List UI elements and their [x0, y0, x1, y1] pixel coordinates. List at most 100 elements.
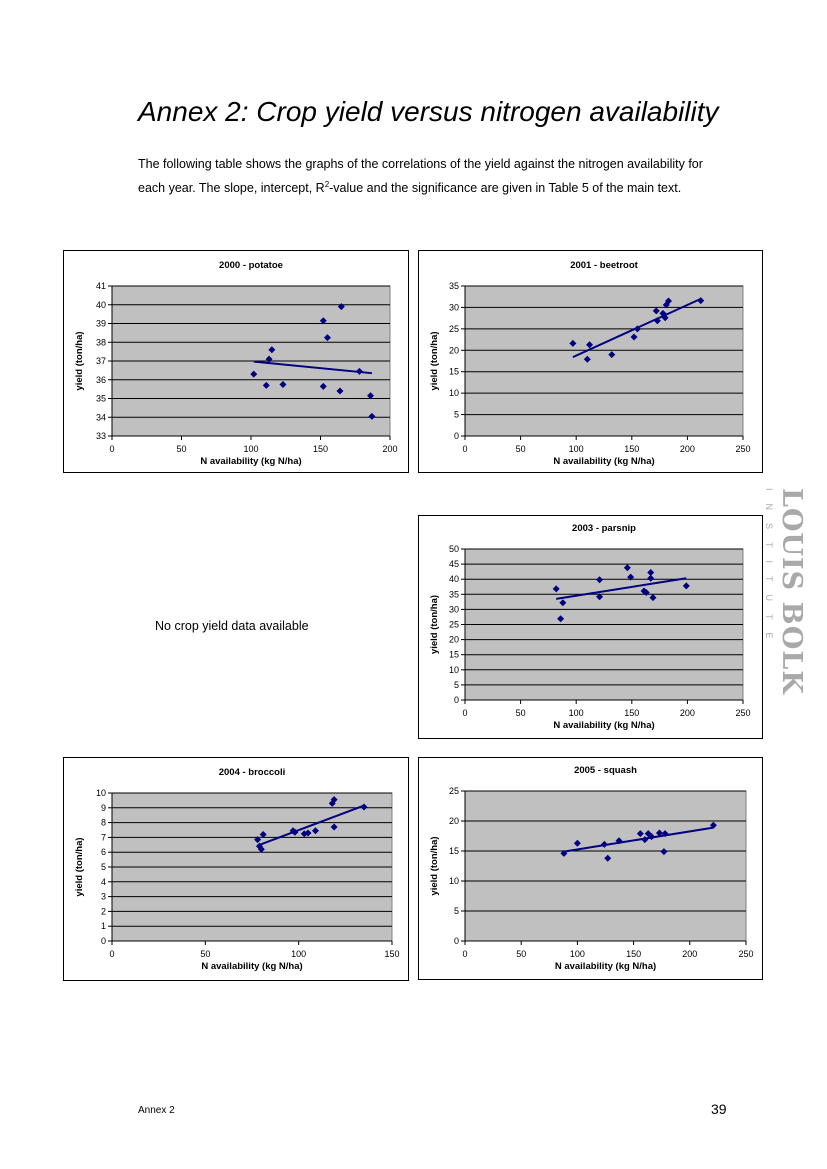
x-tick-label: 150 [624, 444, 639, 454]
y-tick-label: 15 [449, 367, 459, 377]
y-tick-label: 33 [96, 431, 106, 441]
data-point [600, 840, 608, 848]
chart-svg: 33 34 35 36 37 38 39 40 41 0 50 100 150 200 2000 - pot… [74, 260, 398, 467]
data-point [250, 370, 258, 378]
x-tick-label: 200 [680, 444, 695, 454]
y-tick-label: 38 [96, 337, 106, 347]
x-tick-label: 100 [569, 708, 584, 718]
intro-text-end: -value and the significance are given in… [329, 181, 682, 195]
data-point [661, 830, 669, 838]
y-tick-label: 34 [96, 412, 106, 422]
y-tick-label: 0 [454, 695, 459, 705]
trendline [253, 360, 373, 375]
data-point [633, 325, 641, 333]
y-axis-label: yield (ton/ha) [429, 595, 440, 654]
y-tick-label: 5 [454, 680, 459, 690]
data-point [644, 830, 652, 838]
x-tick-label: 0 [109, 444, 114, 454]
y-tick-label: 8 [101, 818, 106, 828]
y-tick-label: 41 [96, 281, 106, 291]
chart-title: 2005 - squash [574, 765, 637, 776]
y-axis-label: yield (ton/ha) [74, 331, 85, 390]
y-tick-label: 20 [449, 635, 459, 645]
y-tick-label: 10 [449, 665, 459, 675]
x-tick-label: 150 [384, 949, 399, 959]
data-point [640, 587, 648, 595]
x-tick-label: 250 [735, 708, 750, 718]
x-axis-label: N availability (kg N/ha) [553, 456, 654, 467]
x-tick-label: 200 [682, 949, 697, 959]
y-tick-label: 0 [454, 431, 459, 441]
x-tick-label: 250 [735, 444, 750, 454]
chart-title: 2001 - beetroot [570, 260, 638, 271]
x-tick-label: 150 [626, 949, 641, 959]
data-point [709, 821, 717, 829]
y-tick-label: 0 [101, 936, 106, 946]
y-tick-label: 36 [96, 375, 106, 385]
x-tick-label: 50 [516, 708, 526, 718]
data-point [647, 574, 655, 582]
y-tick-label: 40 [96, 300, 106, 310]
data-point [647, 569, 655, 577]
data-point [257, 845, 265, 853]
no-data-message: No crop yield data available [155, 619, 309, 633]
x-tick-label: 0 [462, 708, 467, 718]
chart-svg: 0 5 10 15 20 25 30 35 40 45 50 0 50 100 150 200 250 2003 … [429, 523, 751, 731]
y-tick-label: 2 [101, 906, 106, 916]
y-tick-label: 10 [449, 876, 459, 886]
x-tick-label: 50 [516, 444, 526, 454]
chart-2004-broccoli: 0 1 2 3 4 5 6 7 8 9 10 0 50 100 150 2004 - broccoli N av… [63, 757, 409, 981]
data-point [627, 573, 635, 581]
plot-area [464, 285, 744, 437]
y-tick-label: 4 [101, 877, 106, 887]
y-tick-label: 25 [449, 324, 459, 334]
data-point [653, 317, 661, 325]
logo-subtitle: INSTITUTE [764, 488, 774, 652]
data-point [641, 836, 649, 844]
data-point [330, 823, 338, 831]
chart-title: 2000 - potatoe [219, 260, 283, 271]
x-tick-label: 150 [313, 444, 328, 454]
data-point [262, 381, 270, 389]
x-tick-label: 200 [680, 708, 695, 718]
x-tick-label: 100 [243, 444, 258, 454]
data-point [596, 593, 604, 601]
x-tick-label: 100 [291, 949, 306, 959]
y-tick-label: 50 [449, 544, 459, 554]
y-tick-label: 10 [449, 388, 459, 398]
x-tick-label: 0 [462, 444, 467, 454]
y-tick-label: 5 [454, 410, 459, 420]
chart-2003-parsnip: 0 5 10 15 20 25 30 35 40 45 50 0 50 100 150 200 250 2003 … [418, 515, 763, 739]
y-tick-label: 39 [96, 319, 106, 329]
y-tick-label: 35 [449, 281, 459, 291]
data-point [648, 833, 656, 841]
data-point [557, 615, 565, 623]
trendline [563, 826, 714, 853]
data-point [367, 392, 375, 400]
data-point [355, 367, 363, 375]
data-point [583, 355, 591, 363]
y-tick-label: 45 [449, 559, 459, 569]
data-point [268, 346, 276, 354]
data-point [660, 848, 668, 856]
y-tick-label: 3 [101, 892, 106, 902]
trendline [556, 577, 687, 600]
data-point [559, 599, 567, 607]
y-tick-label: 15 [449, 846, 459, 856]
data-point [368, 412, 376, 420]
chart-title: 2003 - parsnip [572, 523, 636, 534]
page-number: 39 [711, 1101, 727, 1117]
data-point [259, 830, 267, 838]
y-tick-label: 5 [454, 906, 459, 916]
y-axis-label: yield (ton/ha) [429, 331, 440, 390]
data-point [697, 297, 705, 305]
x-tick-label: 150 [624, 708, 639, 718]
x-axis-label: N availability (kg N/ha) [200, 456, 301, 467]
y-tick-label: 37 [96, 356, 106, 366]
data-point [608, 351, 616, 359]
data-point [569, 339, 577, 347]
data-point [636, 830, 644, 838]
data-point [304, 829, 312, 837]
x-tick-label: 100 [570, 949, 585, 959]
data-point [336, 387, 344, 395]
